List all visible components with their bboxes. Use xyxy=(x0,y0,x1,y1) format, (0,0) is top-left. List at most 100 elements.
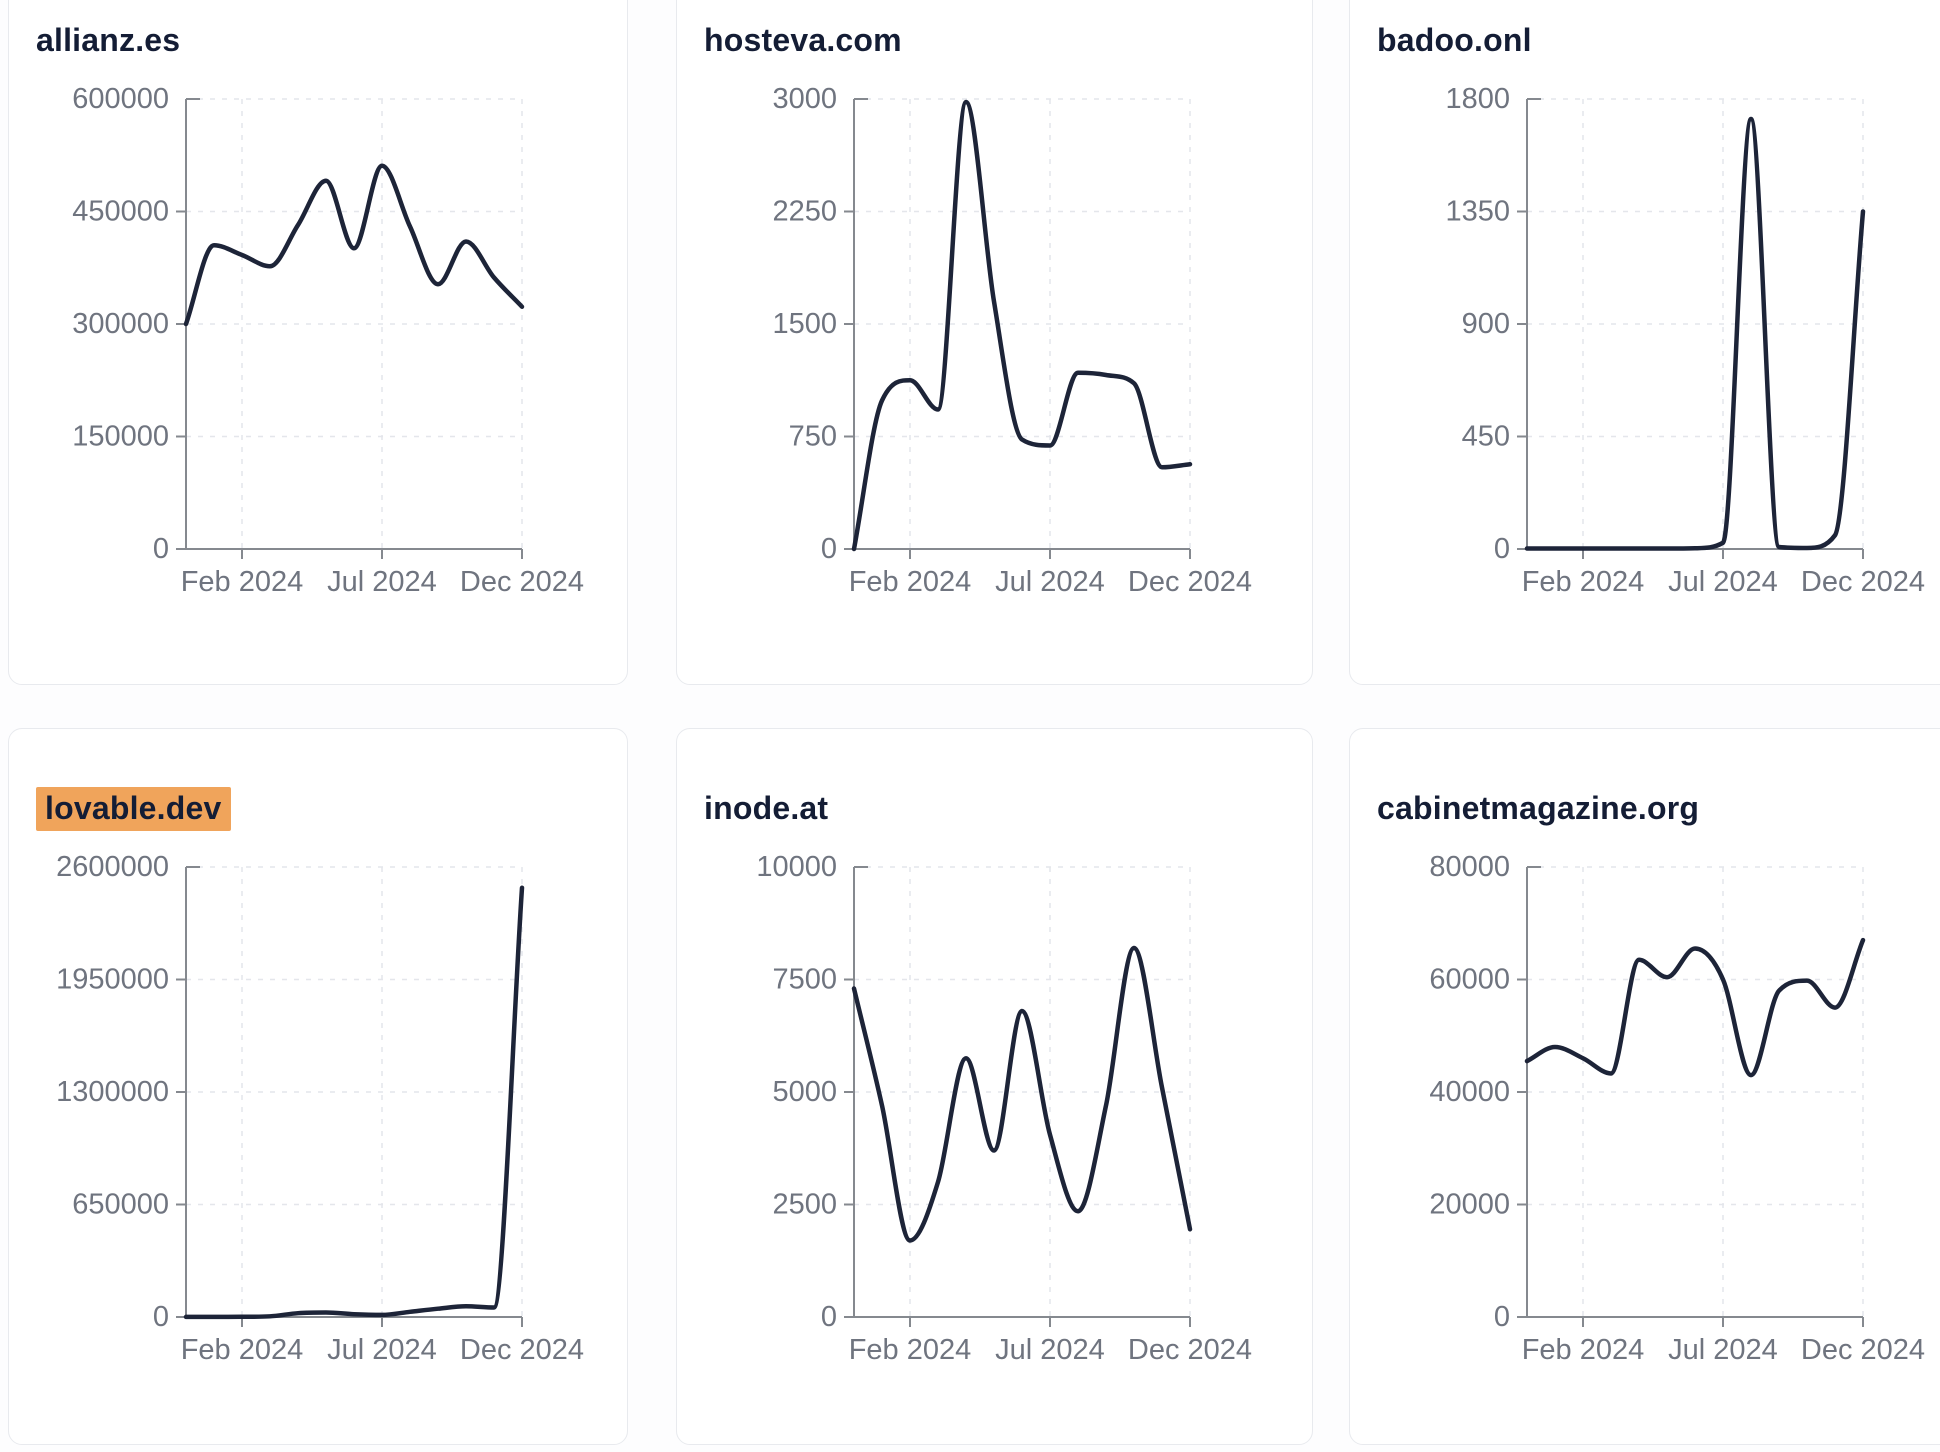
gridlines xyxy=(1527,98,1864,549)
y-axis-labels: 0 150000 300000 450000 600000 xyxy=(72,83,169,565)
series-line xyxy=(183,163,525,327)
gridlines xyxy=(854,98,1191,549)
series-line xyxy=(183,885,525,1320)
svg-text:Feb 2024: Feb 2024 xyxy=(1522,1334,1645,1366)
svg-text:2500: 2500 xyxy=(772,1189,837,1221)
svg-text:20000: 20000 xyxy=(1429,1189,1510,1221)
axes xyxy=(844,866,1191,1327)
svg-text:0: 0 xyxy=(153,1301,169,1333)
chart-title[interactable]: cabinetmagazine.org xyxy=(1377,790,1700,826)
series-line xyxy=(1524,937,1866,1078)
svg-text:0: 0 xyxy=(1494,533,1510,565)
svg-text:60000: 60000 xyxy=(1429,964,1510,996)
svg-text:1800: 1800 xyxy=(1445,83,1510,115)
line-chart: 0 2500 5000 7500 10000 Feb 2024 Jul 2024 Dec 20… xyxy=(756,851,1252,1366)
svg-text:900: 900 xyxy=(1462,308,1510,340)
svg-text:5000: 5000 xyxy=(772,1076,837,1108)
svg-text:Dec 2024: Dec 2024 xyxy=(460,1334,584,1366)
chart-card[interactable]: lovable.dev 0 650000 1300000 1950000 2600000 F… xyxy=(8,728,628,1445)
svg-text:650000: 650000 xyxy=(72,1189,169,1221)
svg-text:Jul 2024: Jul 2024 xyxy=(995,566,1105,598)
svg-text:Feb 2024: Feb 2024 xyxy=(181,1334,304,1366)
gridlines xyxy=(854,866,1191,1317)
svg-text:2250: 2250 xyxy=(772,196,837,228)
svg-text:3000: 3000 xyxy=(772,83,837,115)
x-axis-labels: Feb 2024 Jul 2024 Dec 2024 xyxy=(1522,566,1925,598)
svg-text:7500: 7500 xyxy=(772,964,837,996)
svg-text:Dec 2024: Dec 2024 xyxy=(1128,1334,1252,1366)
chart-title-row: allianz.es xyxy=(9,0,627,59)
axes xyxy=(176,98,523,559)
x-axis-labels: Feb 2024 Jul 2024 Dec 2024 xyxy=(849,1334,1252,1366)
svg-text:0: 0 xyxy=(1494,1301,1510,1333)
x-axis-labels: Feb 2024 Jul 2024 Dec 2024 xyxy=(181,566,584,598)
chart-card[interactable]: inode.at 0 2500 5000 7500 10000 Feb 2024 Jul 20… xyxy=(676,728,1313,1445)
x-axis-labels: Feb 2024 Jul 2024 Dec 2024 xyxy=(1522,1334,1925,1366)
y-axis-labels: 0 2500 5000 7500 10000 xyxy=(756,851,837,1333)
svg-text:Dec 2024: Dec 2024 xyxy=(1128,566,1252,598)
svg-text:Feb 2024: Feb 2024 xyxy=(1522,566,1645,598)
svg-text:600000: 600000 xyxy=(72,83,169,115)
svg-text:Jul 2024: Jul 2024 xyxy=(995,1334,1105,1366)
svg-text:300000: 300000 xyxy=(72,308,169,340)
line-chart: 0 150000 300000 450000 600000 Feb 2024 Jul 202… xyxy=(72,83,584,598)
chart-card[interactable]: badoo.onl 0 450 900 1350 1800 Feb 2024 Jul 2024… xyxy=(1349,0,1940,685)
gridlines xyxy=(1527,866,1864,1317)
svg-text:1500: 1500 xyxy=(772,308,837,340)
gridlines xyxy=(186,98,523,549)
line-chart: 0 450 900 1350 1800 Feb 2024 Jul 2024 Dec 2024 xyxy=(1445,83,1925,598)
chart-title-row: lovable.dev xyxy=(9,729,627,831)
line-chart: 0 650000 1300000 1950000 2600000 Feb 2024 Jul … xyxy=(56,851,584,1366)
svg-text:150000: 150000 xyxy=(72,421,169,453)
chart-title-highlighted[interactable]: lovable.dev xyxy=(36,787,231,831)
svg-text:Dec 2024: Dec 2024 xyxy=(1801,566,1925,598)
chart-title-row: inode.at xyxy=(677,729,1312,827)
svg-text:Dec 2024: Dec 2024 xyxy=(460,566,584,598)
series-line xyxy=(851,945,1193,1243)
chart-title[interactable]: badoo.onl xyxy=(1377,22,1532,58)
y-axis-labels: 0 750 1500 2250 3000 xyxy=(772,83,837,565)
svg-text:1350: 1350 xyxy=(1445,196,1510,228)
svg-text:40000: 40000 xyxy=(1429,1076,1510,1108)
svg-text:Jul 2024: Jul 2024 xyxy=(1668,566,1778,598)
axes xyxy=(1517,866,1864,1327)
svg-text:0: 0 xyxy=(821,533,837,565)
svg-text:Jul 2024: Jul 2024 xyxy=(327,1334,437,1366)
chart-title-row: cabinetmagazine.org xyxy=(1350,729,1940,827)
axes xyxy=(176,866,523,1327)
svg-text:Feb 2024: Feb 2024 xyxy=(849,566,972,598)
svg-text:750: 750 xyxy=(789,421,837,453)
svg-text:Jul 2024: Jul 2024 xyxy=(327,566,437,598)
chart-title[interactable]: inode.at xyxy=(704,790,829,826)
x-axis-labels: Feb 2024 Jul 2024 Dec 2024 xyxy=(181,1334,584,1366)
svg-text:1950000: 1950000 xyxy=(56,964,169,996)
svg-text:0: 0 xyxy=(153,533,169,565)
chart-card[interactable]: hosteva.com 0 750 1500 2250 3000 Feb 2024 Jul 2… xyxy=(676,0,1313,685)
chart-title-row: badoo.onl xyxy=(1350,0,1940,59)
line-chart: 0 750 1500 2250 3000 Feb 2024 Jul 2024 Dec 2024 xyxy=(772,83,1252,598)
chart-card[interactable]: cabinetmagazine.org 0 20000 40000 60000 80000… xyxy=(1349,728,1940,1445)
line-chart: 0 20000 40000 60000 80000 Feb 2024 Jul 2024 Dec… xyxy=(1429,851,1925,1366)
svg-text:Dec 2024: Dec 2024 xyxy=(1801,1334,1925,1366)
y-axis-labels: 0 650000 1300000 1950000 2600000 xyxy=(56,851,169,1333)
svg-text:80000: 80000 xyxy=(1429,851,1510,883)
chart-title[interactable]: allianz.es xyxy=(36,22,181,58)
series-line xyxy=(851,99,1193,552)
svg-text:10000: 10000 xyxy=(756,851,837,883)
svg-text:Feb 2024: Feb 2024 xyxy=(181,566,304,598)
x-axis-labels: Feb 2024 Jul 2024 Dec 2024 xyxy=(849,566,1252,598)
svg-text:450: 450 xyxy=(1462,421,1510,453)
y-axis-labels: 0 450 900 1350 1800 xyxy=(1445,83,1510,565)
gridlines xyxy=(186,866,523,1317)
chart-card[interactable]: allianz.es 0 150000 300000 450000 600000 Feb 2… xyxy=(8,0,628,685)
chart-title[interactable]: hosteva.com xyxy=(704,22,902,58)
svg-text:0: 0 xyxy=(821,1301,837,1333)
axes xyxy=(844,98,1191,559)
svg-text:1300000: 1300000 xyxy=(56,1076,169,1108)
series-line xyxy=(1524,116,1866,551)
y-axis-labels: 0 20000 40000 60000 80000 xyxy=(1429,851,1510,1333)
svg-text:Feb 2024: Feb 2024 xyxy=(849,1334,972,1366)
axes xyxy=(1517,98,1864,559)
chart-title-row: hosteva.com xyxy=(677,0,1312,59)
svg-text:2600000: 2600000 xyxy=(56,851,169,883)
